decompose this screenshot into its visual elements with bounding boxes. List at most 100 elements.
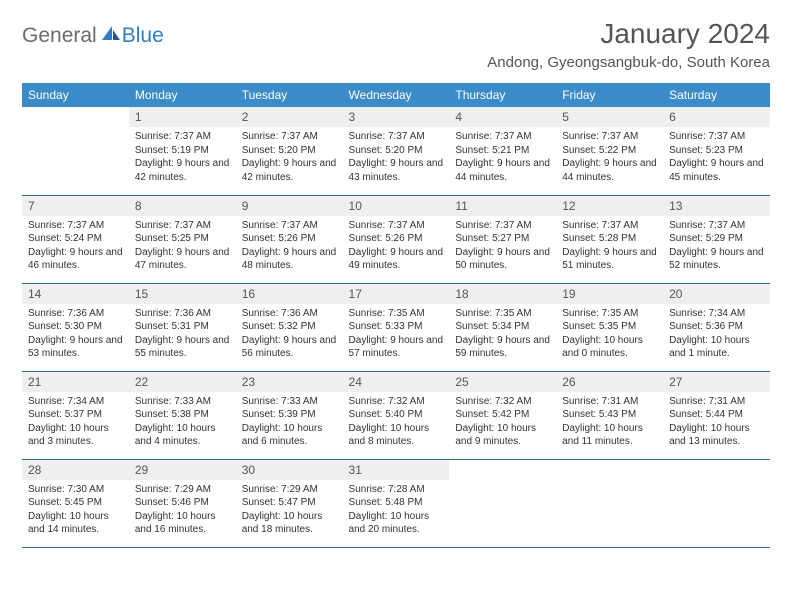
calendar-cell: 7Sunrise: 7:37 AMSunset: 5:24 PMDaylight… xyxy=(22,195,129,283)
location: Andong, Gyeongsangbuk-do, South Korea xyxy=(487,54,770,71)
day-header: Wednesday xyxy=(343,83,450,107)
day-header: Saturday xyxy=(663,83,770,107)
day-content: Sunrise: 7:37 AMSunset: 5:22 PMDaylight:… xyxy=(556,127,663,188)
day-number: 8 xyxy=(129,196,236,216)
calendar-cell: 9Sunrise: 7:37 AMSunset: 5:26 PMDaylight… xyxy=(236,195,343,283)
day-number: 30 xyxy=(236,460,343,480)
day-content: Sunrise: 7:37 AMSunset: 5:27 PMDaylight:… xyxy=(449,216,556,277)
day-number: 27 xyxy=(663,372,770,392)
day-content: Sunrise: 7:28 AMSunset: 5:48 PMDaylight:… xyxy=(343,480,450,541)
calendar-week: 28Sunrise: 7:30 AMSunset: 5:45 PMDayligh… xyxy=(22,459,770,547)
day-content: Sunrise: 7:35 AMSunset: 5:33 PMDaylight:… xyxy=(343,304,450,365)
day-content: Sunrise: 7:35 AMSunset: 5:35 PMDaylight:… xyxy=(556,304,663,365)
calendar-cell: 15Sunrise: 7:36 AMSunset: 5:31 PMDayligh… xyxy=(129,283,236,371)
calendar-cell: 18Sunrise: 7:35 AMSunset: 5:34 PMDayligh… xyxy=(449,283,556,371)
day-header: Monday xyxy=(129,83,236,107)
day-number: 13 xyxy=(663,196,770,216)
calendar-cell xyxy=(22,107,129,195)
calendar-cell: 14Sunrise: 7:36 AMSunset: 5:30 PMDayligh… xyxy=(22,283,129,371)
brand-part2: Blue xyxy=(122,24,164,48)
day-number: 10 xyxy=(343,196,450,216)
day-content: Sunrise: 7:36 AMSunset: 5:32 PMDaylight:… xyxy=(236,304,343,365)
calendar-cell: 29Sunrise: 7:29 AMSunset: 5:46 PMDayligh… xyxy=(129,459,236,547)
calendar-cell: 6Sunrise: 7:37 AMSunset: 5:23 PMDaylight… xyxy=(663,107,770,195)
day-content: Sunrise: 7:34 AMSunset: 5:37 PMDaylight:… xyxy=(22,392,129,453)
calendar-cell: 16Sunrise: 7:36 AMSunset: 5:32 PMDayligh… xyxy=(236,283,343,371)
day-header-row: SundayMondayTuesdayWednesdayThursdayFrid… xyxy=(22,83,770,107)
day-content: Sunrise: 7:32 AMSunset: 5:42 PMDaylight:… xyxy=(449,392,556,453)
calendar-body: 1Sunrise: 7:37 AMSunset: 5:19 PMDaylight… xyxy=(22,107,770,547)
calendar-cell: 1Sunrise: 7:37 AMSunset: 5:19 PMDaylight… xyxy=(129,107,236,195)
calendar-cell xyxy=(663,459,770,547)
day-content: Sunrise: 7:34 AMSunset: 5:36 PMDaylight:… xyxy=(663,304,770,365)
calendar-cell: 10Sunrise: 7:37 AMSunset: 5:26 PMDayligh… xyxy=(343,195,450,283)
day-number: 25 xyxy=(449,372,556,392)
calendar-cell: 28Sunrise: 7:30 AMSunset: 5:45 PMDayligh… xyxy=(22,459,129,547)
calendar-cell: 30Sunrise: 7:29 AMSunset: 5:47 PMDayligh… xyxy=(236,459,343,547)
sail-icon xyxy=(102,26,120,40)
day-content: Sunrise: 7:37 AMSunset: 5:21 PMDaylight:… xyxy=(449,127,556,188)
calendar-cell: 2Sunrise: 7:37 AMSunset: 5:20 PMDaylight… xyxy=(236,107,343,195)
day-content: Sunrise: 7:37 AMSunset: 5:23 PMDaylight:… xyxy=(663,127,770,188)
day-content: Sunrise: 7:31 AMSunset: 5:43 PMDaylight:… xyxy=(556,392,663,453)
day-content: Sunrise: 7:29 AMSunset: 5:47 PMDaylight:… xyxy=(236,480,343,541)
calendar-week: 1Sunrise: 7:37 AMSunset: 5:19 PMDaylight… xyxy=(22,107,770,195)
day-number: 24 xyxy=(343,372,450,392)
day-number: 3 xyxy=(343,107,450,127)
day-header: Friday xyxy=(556,83,663,107)
day-number: 1 xyxy=(129,107,236,127)
day-number: 15 xyxy=(129,284,236,304)
month-title: January 2024 xyxy=(487,18,770,50)
calendar-cell: 19Sunrise: 7:35 AMSunset: 5:35 PMDayligh… xyxy=(556,283,663,371)
day-number: 18 xyxy=(449,284,556,304)
day-number: 16 xyxy=(236,284,343,304)
day-content: Sunrise: 7:36 AMSunset: 5:31 PMDaylight:… xyxy=(129,304,236,365)
day-number: 22 xyxy=(129,372,236,392)
brand-logo: General Blue xyxy=(22,24,164,48)
day-header: Sunday xyxy=(22,83,129,107)
day-number: 9 xyxy=(236,196,343,216)
calendar-cell: 24Sunrise: 7:32 AMSunset: 5:40 PMDayligh… xyxy=(343,371,450,459)
day-content: Sunrise: 7:37 AMSunset: 5:20 PMDaylight:… xyxy=(343,127,450,188)
day-number: 11 xyxy=(449,196,556,216)
day-number: 19 xyxy=(556,284,663,304)
calendar-cell: 13Sunrise: 7:37 AMSunset: 5:29 PMDayligh… xyxy=(663,195,770,283)
title-block: January 2024 Andong, Gyeongsangbuk-do, S… xyxy=(487,18,770,71)
calendar-cell: 4Sunrise: 7:37 AMSunset: 5:21 PMDaylight… xyxy=(449,107,556,195)
day-content: Sunrise: 7:37 AMSunset: 5:25 PMDaylight:… xyxy=(129,216,236,277)
day-header: Thursday xyxy=(449,83,556,107)
calendar-cell: 17Sunrise: 7:35 AMSunset: 5:33 PMDayligh… xyxy=(343,283,450,371)
day-number: 7 xyxy=(22,196,129,216)
day-number: 5 xyxy=(556,107,663,127)
day-content: Sunrise: 7:37 AMSunset: 5:26 PMDaylight:… xyxy=(236,216,343,277)
day-number: 17 xyxy=(343,284,450,304)
day-content: Sunrise: 7:37 AMSunset: 5:26 PMDaylight:… xyxy=(343,216,450,277)
day-header: Tuesday xyxy=(236,83,343,107)
day-content: Sunrise: 7:35 AMSunset: 5:34 PMDaylight:… xyxy=(449,304,556,365)
calendar-cell: 27Sunrise: 7:31 AMSunset: 5:44 PMDayligh… xyxy=(663,371,770,459)
calendar-week: 14Sunrise: 7:36 AMSunset: 5:30 PMDayligh… xyxy=(22,283,770,371)
page-header: General Blue January 2024 Andong, Gyeong… xyxy=(22,18,770,71)
day-number: 14 xyxy=(22,284,129,304)
calendar-cell: 5Sunrise: 7:37 AMSunset: 5:22 PMDaylight… xyxy=(556,107,663,195)
day-number: 12 xyxy=(556,196,663,216)
day-number: 20 xyxy=(663,284,770,304)
day-number: 23 xyxy=(236,372,343,392)
day-number: 28 xyxy=(22,460,129,480)
day-number: 2 xyxy=(236,107,343,127)
day-content: Sunrise: 7:31 AMSunset: 5:44 PMDaylight:… xyxy=(663,392,770,453)
day-content: Sunrise: 7:30 AMSunset: 5:45 PMDaylight:… xyxy=(22,480,129,541)
day-content: Sunrise: 7:37 AMSunset: 5:19 PMDaylight:… xyxy=(129,127,236,188)
day-content: Sunrise: 7:37 AMSunset: 5:29 PMDaylight:… xyxy=(663,216,770,277)
calendar-week: 7Sunrise: 7:37 AMSunset: 5:24 PMDaylight… xyxy=(22,195,770,283)
brand-part1: General xyxy=(22,24,97,48)
calendar-table: SundayMondayTuesdayWednesdayThursdayFrid… xyxy=(22,83,770,548)
calendar-cell: 12Sunrise: 7:37 AMSunset: 5:28 PMDayligh… xyxy=(556,195,663,283)
day-content: Sunrise: 7:29 AMSunset: 5:46 PMDaylight:… xyxy=(129,480,236,541)
calendar-cell: 20Sunrise: 7:34 AMSunset: 5:36 PMDayligh… xyxy=(663,283,770,371)
calendar-cell: 26Sunrise: 7:31 AMSunset: 5:43 PMDayligh… xyxy=(556,371,663,459)
day-content: Sunrise: 7:37 AMSunset: 5:20 PMDaylight:… xyxy=(236,127,343,188)
day-content: Sunrise: 7:36 AMSunset: 5:30 PMDaylight:… xyxy=(22,304,129,365)
day-number: 26 xyxy=(556,372,663,392)
day-content: Sunrise: 7:32 AMSunset: 5:40 PMDaylight:… xyxy=(343,392,450,453)
